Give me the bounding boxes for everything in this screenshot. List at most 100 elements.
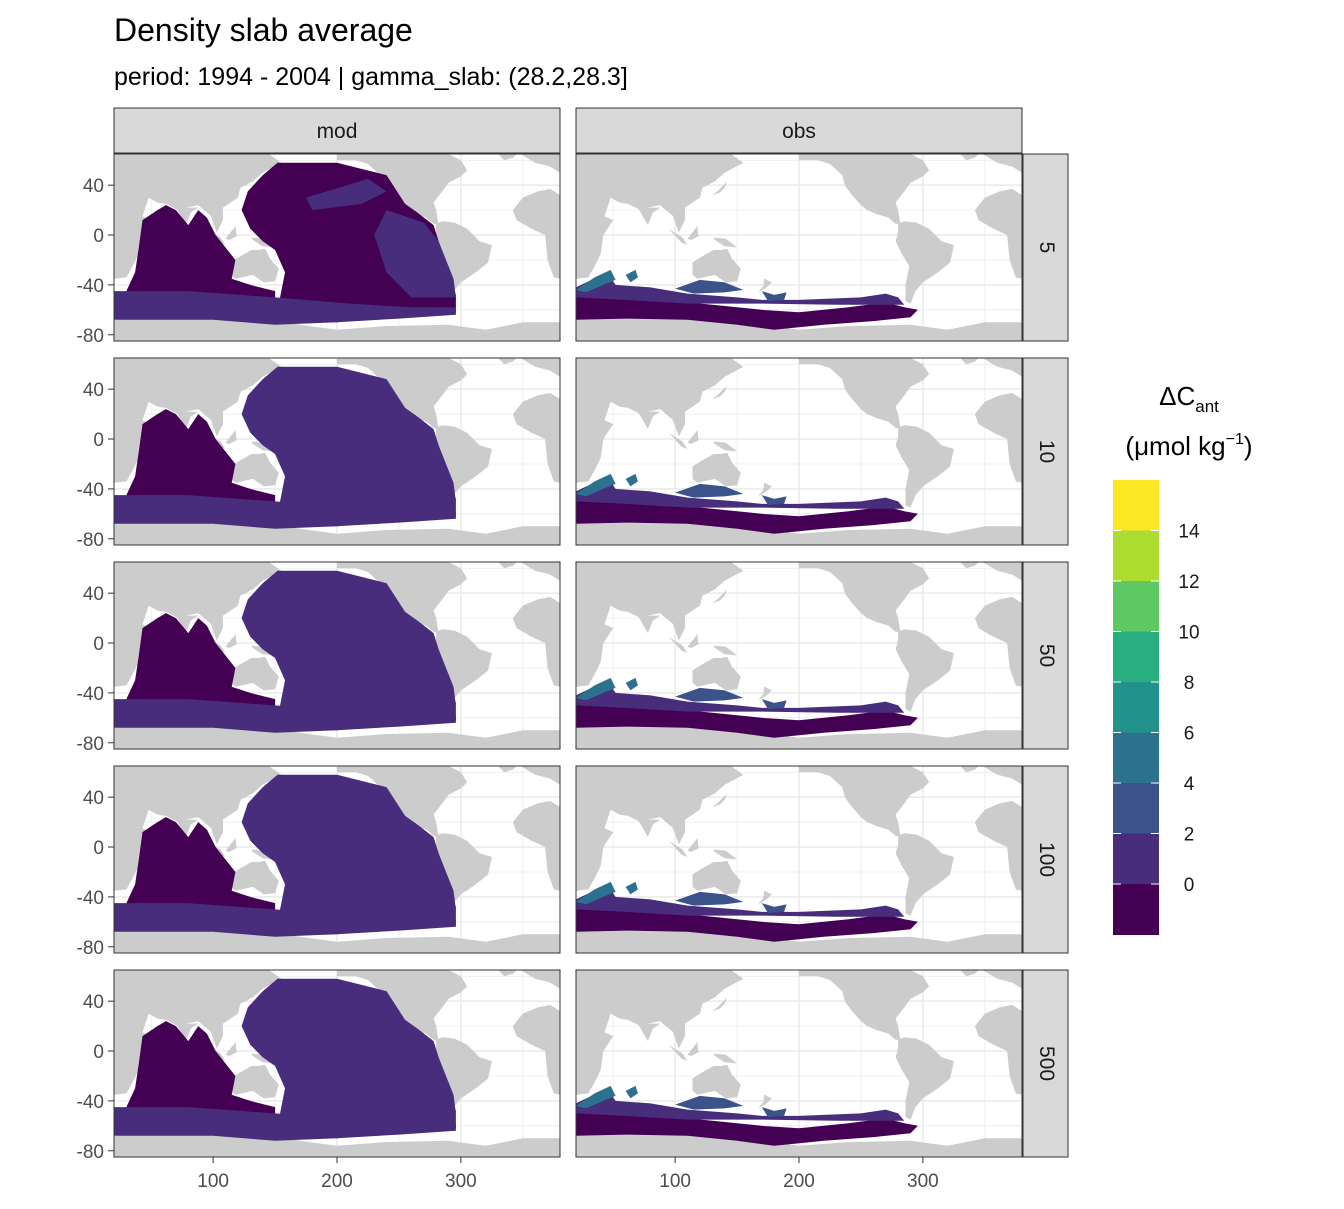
panel-mod-100 — [113, 765, 561, 954]
density-cell — [576, 1088, 905, 1121]
panel-border — [113, 561, 561, 750]
land-mass — [520, 154, 560, 173]
land-mass — [210, 615, 223, 641]
density-cell — [761, 291, 787, 302]
panel-obs-100 — [575, 765, 1023, 954]
density-cell — [625, 1085, 638, 1099]
density-cell — [625, 881, 638, 895]
legend-label: 6 — [1184, 724, 1195, 745]
land-mass — [974, 800, 1022, 891]
density-cell — [675, 891, 744, 906]
panel-border — [575, 153, 1023, 342]
panel-border — [113, 357, 561, 546]
legend-label: 0 — [1184, 875, 1195, 896]
legend-colorbar — [1113, 480, 1159, 935]
chart-subtitle: period: 1994 - 2004 | gamma_slab: (28.2,… — [114, 63, 628, 91]
facet-strip-label: 100 — [1035, 842, 1058, 877]
land-mass — [225, 634, 237, 648]
land-mass — [637, 411, 661, 430]
density-cell — [374, 210, 456, 298]
land-mass — [692, 248, 741, 283]
y-tick-label: 0 — [93, 430, 104, 451]
x-tick-label: 100 — [659, 1171, 691, 1192]
legend-title-line1: ΔCant — [1159, 381, 1219, 416]
density-cell — [576, 680, 905, 713]
land-mass — [210, 819, 223, 845]
land-mass — [175, 819, 199, 838]
land-mass — [576, 766, 744, 891]
facet-strip-500 — [1022, 969, 1069, 1158]
land-mass — [114, 521, 560, 545]
facet-panels — [113, 153, 1023, 1158]
panel-mod-500 — [113, 969, 561, 1158]
density-cell — [576, 677, 616, 701]
density-cell — [126, 817, 276, 922]
density-cell — [576, 1085, 616, 1109]
legend-title-exp: −1 — [1226, 431, 1244, 448]
density-cell — [306, 178, 387, 211]
density-cell — [576, 294, 918, 330]
facet-strip-label: 50 — [1035, 644, 1058, 667]
density-cell — [675, 687, 744, 702]
y-tick-label: -40 — [77, 684, 104, 705]
y-tick-label: 0 — [93, 1042, 104, 1063]
legend-bin — [1113, 581, 1159, 632]
density-cell — [761, 495, 787, 506]
panel-obs-50 — [575, 561, 1023, 750]
legend-label: 10 — [1178, 623, 1199, 644]
density-cell — [114, 291, 456, 325]
panel-border — [575, 357, 1023, 546]
land-mass — [114, 766, 282, 891]
land-mass — [687, 226, 699, 240]
legend-bin — [1113, 682, 1159, 733]
density-cell — [576, 272, 905, 305]
legend-title-main: ΔC — [1159, 381, 1195, 411]
y-axes: 40 0 -40 -80 40 0 -40 -80 40 0 -40 -80 40 0 -40 -80 40 0 -… — [77, 176, 114, 1163]
land-mass — [692, 860, 741, 895]
land-mass — [799, 154, 930, 226]
panel-border — [113, 153, 561, 342]
density-cell — [374, 618, 456, 706]
land-mass — [758, 278, 772, 293]
land-mass — [512, 392, 560, 483]
density-cell — [576, 1110, 918, 1146]
panel-mod-50 — [113, 561, 561, 750]
y-tick-label: -80 — [77, 938, 104, 959]
land-mass — [483, 562, 517, 569]
land-mass — [687, 1042, 699, 1056]
x-tick-label: 200 — [321, 1171, 353, 1192]
density-cell — [114, 495, 456, 529]
land-mass — [799, 358, 930, 430]
land-mass — [692, 656, 741, 691]
land-mass — [210, 207, 223, 233]
panel-mod-5 — [113, 153, 561, 342]
legend-label: 12 — [1178, 572, 1199, 593]
land-mass — [337, 562, 468, 634]
land-mass — [576, 1133, 1022, 1157]
land-mass — [483, 766, 517, 773]
facet-strip-100 — [1022, 765, 1069, 954]
density-cell — [625, 473, 638, 487]
y-tick-label: -80 — [77, 734, 104, 755]
density-cell — [576, 881, 616, 905]
land-mass — [982, 358, 1022, 377]
land-mass — [668, 228, 688, 245]
legend-bin — [1113, 732, 1159, 784]
density-cell — [576, 906, 918, 942]
y-tick-label: 40 — [83, 992, 104, 1013]
land-mass — [713, 237, 738, 248]
land-mass — [672, 1023, 685, 1049]
land-mass — [799, 766, 930, 838]
y-tick-label: -40 — [77, 480, 104, 501]
y-tick-label: 40 — [83, 788, 104, 809]
facet-strip-label: obs — [782, 120, 816, 143]
land-mass — [520, 562, 560, 581]
land-mass — [982, 766, 1022, 785]
land-mass — [483, 970, 517, 977]
land-mass — [712, 793, 728, 808]
density-cell — [374, 1026, 456, 1114]
density-cell — [114, 699, 456, 733]
density-cell — [374, 414, 456, 502]
land-mass — [520, 970, 560, 989]
